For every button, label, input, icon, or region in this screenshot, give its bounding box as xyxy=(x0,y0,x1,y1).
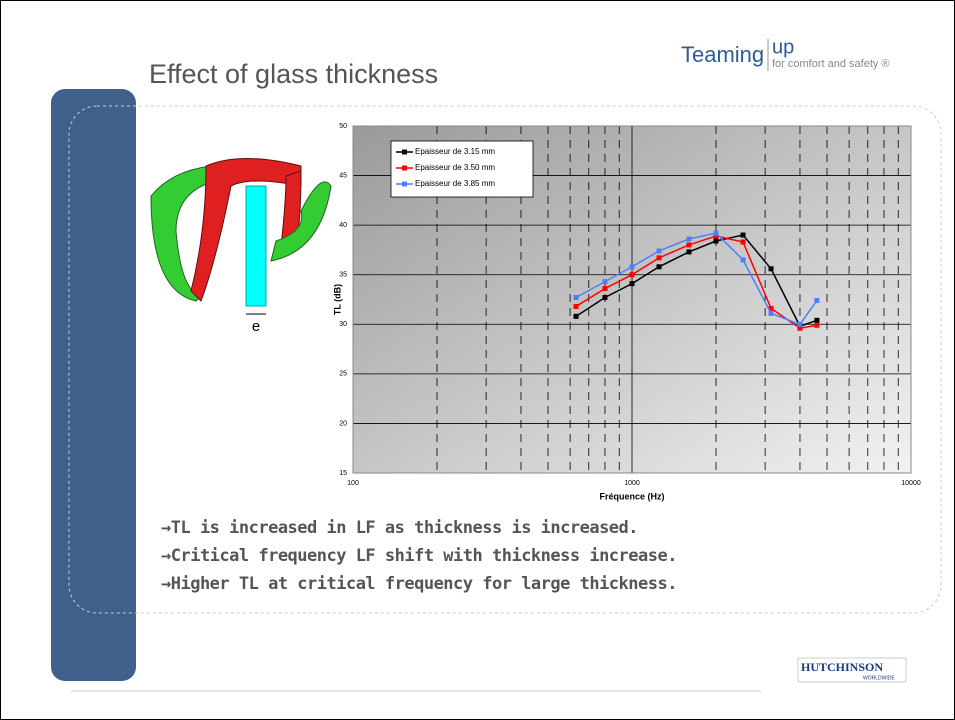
marker xyxy=(769,266,774,271)
y-tick-label: 25 xyxy=(339,371,347,378)
slide-canvas: Effect of glass thickness Teaming up for… xyxy=(1,1,954,719)
glass xyxy=(246,186,266,306)
x-tick-label: 100 xyxy=(347,480,359,487)
marker xyxy=(574,314,579,319)
bullet: →TL is increased in LF as thickness is i… xyxy=(161,518,638,538)
legend-label: Epaisseur de 3.85 mm xyxy=(415,179,495,188)
marker xyxy=(686,249,691,254)
y-tick-label: 40 xyxy=(339,222,347,229)
x-tick-label: 10000 xyxy=(901,480,921,487)
logo-brand: Teaming xyxy=(681,42,764,67)
y-tick-label: 50 xyxy=(339,123,347,130)
x-tick-label: 1000 xyxy=(624,480,640,487)
marker xyxy=(741,257,746,262)
y-tick-label: 35 xyxy=(339,272,347,279)
marker xyxy=(657,248,662,253)
y-axis-label: TL (dB) xyxy=(332,284,342,315)
marker xyxy=(713,239,718,244)
marker xyxy=(741,239,746,244)
marker xyxy=(686,242,691,247)
y-tick-label: 45 xyxy=(339,172,347,179)
marker xyxy=(814,323,819,328)
marker xyxy=(769,311,774,316)
x-axis-label: Fréquence (Hz) xyxy=(599,491,664,501)
logo-tagline: for comfort and safety ® xyxy=(772,58,890,70)
marker xyxy=(797,322,802,327)
marker xyxy=(630,272,635,277)
chart: 15 20 25 30 35 40 45 50 100 1000 10000 Fréquence (H… xyxy=(332,116,933,506)
marker xyxy=(741,233,746,238)
marker xyxy=(630,281,635,286)
legend-marker xyxy=(402,166,407,171)
marker xyxy=(686,237,691,242)
marker xyxy=(602,295,607,300)
y-tick-label: 20 xyxy=(339,420,347,427)
legend-marker xyxy=(402,182,407,187)
marker xyxy=(630,264,635,269)
y-tick-label: 15 xyxy=(339,470,347,477)
bullet: →Higher TL at critical frequency for lar… xyxy=(161,574,677,594)
footer-logo: HUTCHINSON xyxy=(801,660,883,674)
marker xyxy=(602,279,607,284)
slide: Effect of glass thickness Teaming up for… xyxy=(0,0,955,720)
logo-up: up xyxy=(772,36,794,58)
legend-label: Epaisseur de 3.50 mm xyxy=(415,163,495,172)
slide-title: Effect of glass thickness xyxy=(149,59,438,89)
legend-label: Epaisseur de 3.15 mm xyxy=(415,147,495,156)
y-tick-label: 30 xyxy=(339,321,347,328)
marker xyxy=(657,264,662,269)
marker xyxy=(713,231,718,236)
legend-marker xyxy=(402,150,407,155)
bullet: →Critical frequency LF shift with thickn… xyxy=(161,546,677,566)
footer-logo-sub: WORLDWIDE xyxy=(863,675,895,681)
side-bar xyxy=(51,89,136,681)
marker xyxy=(574,304,579,309)
marker xyxy=(814,298,819,303)
thickness-label: e xyxy=(252,318,260,335)
marker xyxy=(602,286,607,291)
marker xyxy=(814,318,819,323)
marker xyxy=(574,295,579,300)
marker xyxy=(657,255,662,260)
